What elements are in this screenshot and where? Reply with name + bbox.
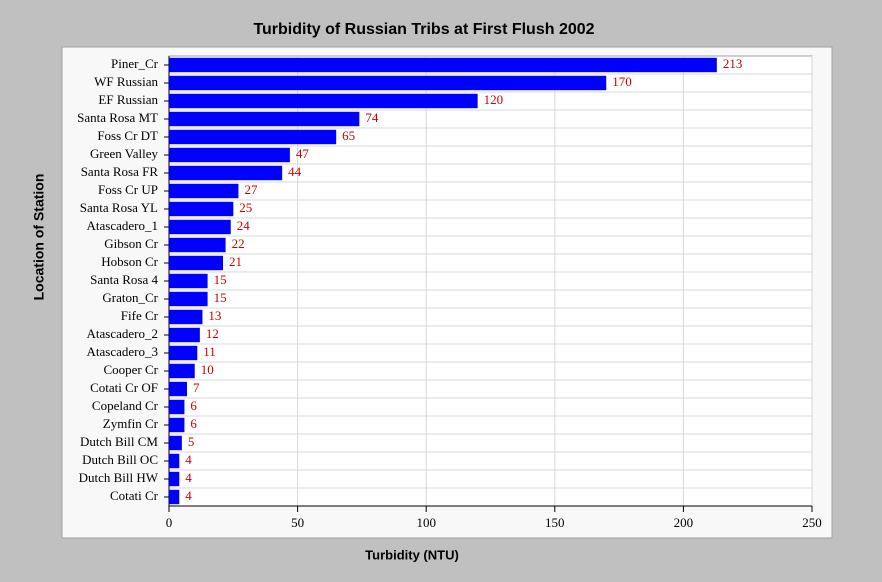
x-tick-label: 0: [166, 515, 173, 530]
y-tick-label: Hobson Cr: [101, 254, 158, 269]
bar: [169, 255, 224, 271]
value-label: 6: [190, 398, 197, 413]
bar: [169, 453, 180, 469]
bar: [169, 93, 478, 109]
value-label: 25: [239, 200, 252, 215]
bar: [169, 471, 180, 487]
value-label: 13: [208, 308, 221, 323]
y-tick-label: Santa Rosa FR: [81, 164, 159, 179]
value-label: 65: [342, 128, 355, 143]
value-label: 44: [288, 164, 302, 179]
value-label: 27: [244, 182, 258, 197]
bar: [169, 147, 290, 163]
value-label: 15: [214, 272, 227, 287]
value-label: 120: [484, 92, 504, 107]
value-label: 22: [232, 236, 245, 251]
chart-title: Turbidity of Russian Tribs at First Flus…: [253, 21, 594, 38]
bar: [169, 183, 239, 199]
bar: [169, 345, 198, 361]
x-tick-label: 50: [291, 515, 304, 530]
value-label: 21: [229, 254, 242, 269]
bar: [169, 291, 208, 307]
y-tick-label: Green Valley: [90, 146, 158, 161]
x-tick-label: 200: [674, 515, 694, 530]
value-label: 24: [237, 218, 251, 233]
y-tick-label: Graton_Cr: [102, 290, 158, 305]
value-label: 12: [206, 326, 219, 341]
bar: [169, 417, 185, 433]
bar: [169, 273, 208, 289]
value-label: 6: [190, 416, 197, 431]
y-tick-label: Zymfin Cr: [103, 416, 159, 431]
y-tick-label: Dutch Bill HW: [79, 470, 159, 485]
y-tick-label: Foss Cr DT: [97, 128, 158, 143]
y-tick-label: Atascadero_1: [87, 218, 158, 233]
bar: [169, 219, 231, 235]
bar: [169, 435, 182, 451]
bar: [169, 381, 188, 397]
value-label: 4: [185, 470, 192, 485]
value-label: 213: [723, 56, 743, 71]
value-label: 7: [193, 380, 200, 395]
y-tick-label: Fife Cr: [121, 308, 159, 323]
bar: [169, 129, 337, 145]
value-label: 170: [612, 74, 632, 89]
y-tick-label: Copeland Cr: [92, 398, 159, 413]
value-label: 74: [365, 110, 379, 125]
bar: [169, 237, 226, 253]
y-tick-label: Atascadero_3: [87, 344, 158, 359]
bar: [169, 489, 180, 505]
bar: [169, 201, 234, 217]
y-tick-label: Gibson Cr: [104, 236, 158, 251]
bar: [169, 327, 200, 343]
y-tick-label: Santa Rosa YL: [80, 200, 158, 215]
y-tick-label: Cotati Cr: [110, 488, 159, 503]
y-tick-label: WF Russian: [94, 74, 158, 89]
value-label: 15: [214, 290, 227, 305]
x-tick-label: 100: [416, 515, 436, 530]
y-tick-label: Cooper Cr: [103, 362, 158, 377]
value-label: 11: [203, 344, 216, 359]
x-tick-label: 150: [545, 515, 565, 530]
y-tick-label: Dutch Bill OC: [82, 452, 158, 467]
bar: [169, 57, 717, 73]
bar: [169, 165, 283, 181]
bar: [169, 75, 607, 91]
value-label: 5: [188, 434, 195, 449]
y-axis-label: Location of Station: [31, 174, 47, 301]
x-tick-label: 250: [802, 515, 822, 530]
bar: [169, 111, 360, 127]
y-tick-label: Santa Rosa 4: [90, 272, 158, 287]
y-tick-label: EF Russian: [98, 92, 158, 107]
bar: [169, 309, 203, 325]
y-tick-label: Piner_Cr: [111, 56, 159, 71]
value-label: 10: [201, 362, 214, 377]
y-tick-label: Santa Rosa MT: [77, 110, 158, 125]
value-label: 4: [185, 488, 192, 503]
y-tick-label: Foss Cr UP: [98, 182, 158, 197]
x-axis-label: Turbidity (NTU): [365, 547, 459, 562]
y-tick-label: Dutch Bill CM: [80, 434, 158, 449]
value-label: 47: [296, 146, 310, 161]
bar: [169, 363, 195, 379]
y-tick-label: Atascadero_2: [87, 326, 158, 341]
value-label: 4: [185, 452, 192, 467]
y-tick-label: Cotati Cr OF: [90, 380, 158, 395]
bar: [169, 399, 185, 415]
